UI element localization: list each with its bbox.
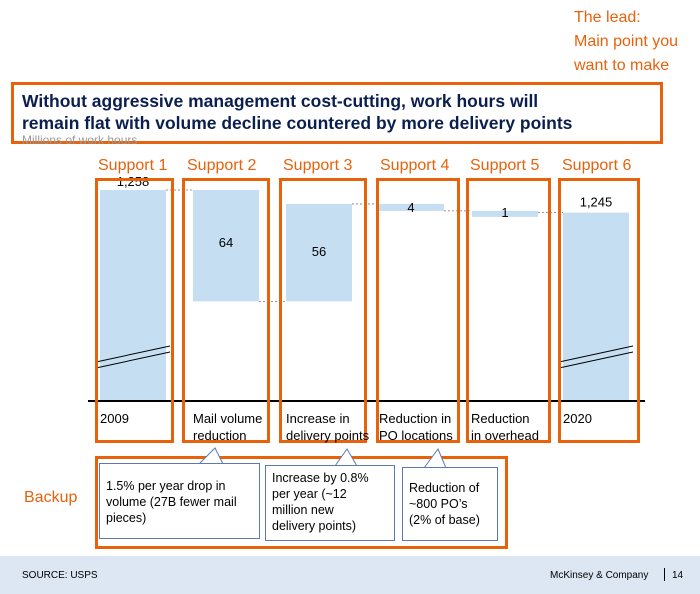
callout-line: pieces) bbox=[106, 511, 147, 525]
value-label: 64 bbox=[219, 235, 233, 250]
callout-pointer-3 bbox=[423, 447, 447, 469]
support-label-6: Support 6 bbox=[562, 157, 632, 174]
footer-bar bbox=[0, 556, 700, 594]
callout-pointer-1 bbox=[197, 447, 224, 465]
category-label-line: Reduction in bbox=[379, 411, 452, 426]
support-box-1 bbox=[95, 178, 174, 443]
title-highlight-box bbox=[11, 82, 663, 144]
lead-note-line: The lead: bbox=[574, 9, 641, 26]
axis-break-line bbox=[95, 345, 171, 363]
bar-total-2020 bbox=[563, 212, 629, 400]
callout-delivery-points: Increase by 0.8% per year (~12 million n… bbox=[265, 465, 395, 541]
page-title: Without aggressive management cost-cutti… bbox=[22, 90, 652, 134]
support-box-2 bbox=[182, 178, 270, 443]
category-label-line: Reduction bbox=[471, 411, 530, 426]
callout-line: Increase by 0.8% bbox=[272, 471, 369, 485]
lead-note-line: want to make bbox=[574, 57, 670, 74]
bar-delta-1 bbox=[193, 190, 259, 302]
callout-line: per year (~12 bbox=[272, 487, 347, 501]
support-label-2: Support 2 bbox=[187, 157, 257, 174]
support-box-6 bbox=[558, 178, 640, 443]
category-label-overhead: Reduction in overhead bbox=[471, 410, 539, 444]
category-label-line: 2020 bbox=[563, 411, 592, 426]
title-line: Without aggressive management cost-cutti… bbox=[22, 91, 539, 111]
waterfall-chart: 1,258 64 56 4 1 1,245 bbox=[88, 174, 645, 402]
callout-line: 1.5% per year drop in bbox=[106, 479, 226, 493]
bar-delta-4 bbox=[472, 210, 538, 217]
value-label: 1 bbox=[501, 205, 508, 220]
lead-note: The lead: Main point you want to make bbox=[574, 6, 678, 78]
category-label-2020: 2020 bbox=[563, 410, 592, 427]
support-box-5 bbox=[466, 178, 551, 443]
category-label-mail-volume: Mail volume reduction bbox=[193, 410, 262, 444]
brand-name: McKinsey & Company bbox=[550, 570, 649, 581]
support-box-3 bbox=[279, 178, 367, 443]
category-label-2009: 2009 bbox=[100, 410, 129, 427]
unit-label: Millions of work hours bbox=[22, 133, 138, 147]
category-label-line: reduction bbox=[193, 428, 247, 443]
support-label-5: Support 5 bbox=[470, 157, 540, 174]
category-label-line: PO locations bbox=[379, 428, 453, 443]
support-label-1: Support 1 bbox=[98, 157, 168, 174]
category-label-delivery-points: Increase in delivery points bbox=[286, 410, 369, 444]
footer-separator bbox=[664, 568, 665, 581]
callout-mail-volume: 1.5% per year drop in volume (27B fewer … bbox=[99, 463, 260, 539]
callout-pointer-2 bbox=[334, 448, 358, 467]
callout-line: delivery points) bbox=[272, 519, 357, 533]
category-label-line: 2009 bbox=[100, 411, 129, 426]
category-label-line: Mail volume bbox=[193, 411, 263, 426]
support-box-4 bbox=[376, 178, 460, 443]
support-label-3: Support 3 bbox=[283, 157, 353, 174]
value-label: 56 bbox=[312, 244, 326, 259]
category-label-line: in overhead bbox=[471, 428, 539, 443]
support-label-4: Support 4 bbox=[380, 157, 450, 174]
callout-line: volume (27B fewer mail bbox=[106, 495, 237, 509]
title-line: remain flat with volume decline countere… bbox=[22, 113, 573, 133]
callout-line: Reduction of bbox=[409, 481, 480, 495]
callout-line: million new bbox=[272, 503, 334, 517]
backup-label: Backup bbox=[24, 489, 78, 506]
axis-break-line bbox=[558, 345, 634, 363]
bar-delta-2 bbox=[286, 203, 352, 302]
callout-line: ~800 PO’s bbox=[409, 497, 468, 511]
category-label-line: delivery points bbox=[286, 428, 370, 443]
axis-break-line bbox=[95, 351, 171, 369]
lead-note-line: Main point you bbox=[574, 33, 679, 50]
callout-po-locations: Reduction of ~800 PO’s (2% of base) bbox=[402, 467, 498, 541]
bar-delta-3 bbox=[378, 203, 444, 211]
page-number: 14 bbox=[672, 570, 684, 581]
value-label: 1,258 bbox=[117, 174, 150, 189]
value-label: 4 bbox=[407, 200, 414, 215]
category-label-line: Increase in bbox=[286, 411, 350, 426]
callout-line: (2% of base) bbox=[409, 513, 480, 527]
source-note: SOURCE: USPS bbox=[22, 570, 98, 581]
backup-box bbox=[95, 456, 508, 549]
value-label: 1,245 bbox=[580, 195, 613, 210]
category-label-po-locations: Reduction in PO locations bbox=[379, 410, 453, 444]
axis-break-line bbox=[558, 351, 634, 369]
